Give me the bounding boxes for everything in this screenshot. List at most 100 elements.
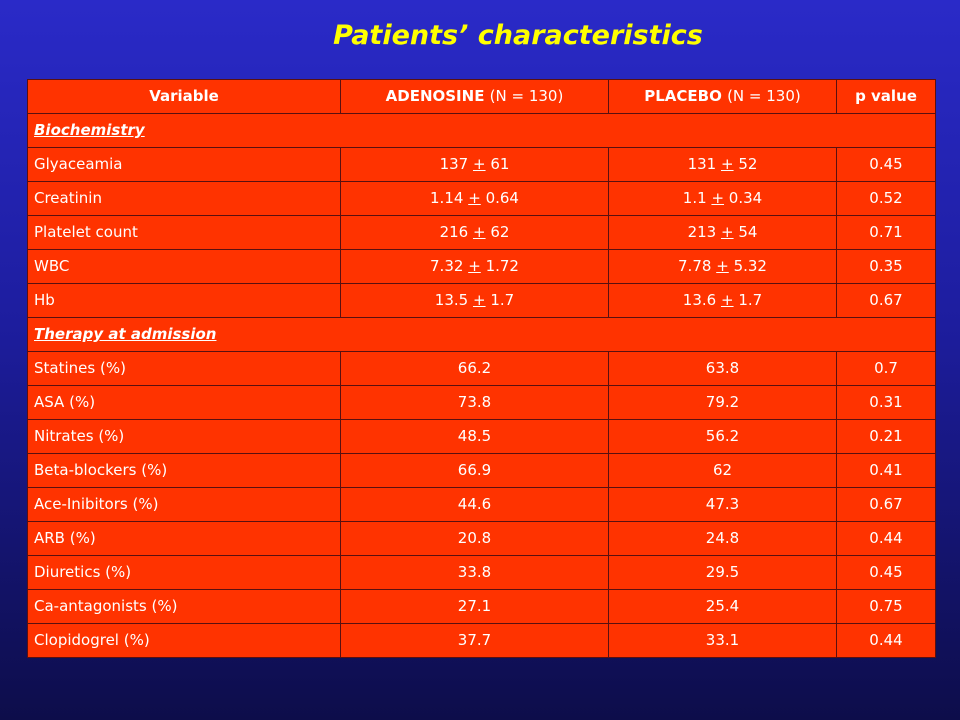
sd-value: 1.72: [485, 257, 519, 275]
table-row: Hb 13.5 + 1.7 13.6 + 1.7 0.67: [27, 283, 936, 318]
mean-value: 7.32: [430, 257, 464, 275]
table-row: Platelet count 216 + 62 213 + 54 0.71: [27, 215, 936, 250]
plus-minus-symbol: +: [711, 189, 725, 207]
variable-cell: Diuretics (%): [27, 555, 341, 590]
section-row-biochemistry: Biochemistry: [27, 113, 936, 148]
header-variable: Variable: [27, 79, 341, 114]
header-row: Variable ADENOSINE (N = 130) PLACEBO (N …: [27, 79, 936, 114]
section-title: Therapy at admission: [27, 317, 936, 352]
pvalue-cell: 0.67: [836, 283, 936, 318]
sd-value: 62: [490, 223, 510, 241]
mean-value: 13.6: [682, 291, 717, 309]
pvalue-cell: 0.35: [836, 249, 936, 284]
mean-value: 216: [439, 223, 469, 241]
table-row: Ace-Inibitors (%) 44.6 47.3 0.67: [27, 487, 936, 522]
pvalue-cell: 0.31: [836, 385, 936, 420]
adenosine-cell: 33.8: [340, 555, 609, 590]
pvalue-cell: 0.67: [836, 487, 936, 522]
placebo-cell: 56.2: [608, 419, 837, 454]
plus-minus-symbol: +: [472, 223, 486, 241]
plus-minus-symbol: +: [468, 257, 481, 275]
mean-value: 13.5: [434, 291, 469, 309]
pvalue-cell: 0.44: [836, 521, 936, 556]
variable-cell: WBC: [27, 249, 341, 284]
placebo-cell: 1.1 + 0.34: [608, 181, 837, 216]
adenosine-cell: 66.9: [340, 453, 609, 488]
pvalue-cell: 0.44: [836, 623, 936, 658]
variable-cell: Hb: [27, 283, 341, 318]
variable-cell: ASA (%): [27, 385, 341, 420]
section-title: Biochemistry: [27, 113, 936, 148]
adenosine-cell: 20.8: [340, 521, 609, 556]
placebo-cell: 213 + 54: [608, 215, 837, 250]
variable-cell: Glyaceamia: [27, 147, 341, 182]
plus-minus-symbol: +: [472, 291, 486, 309]
pvalue-cell: 0.41: [836, 453, 936, 488]
table-row: Statines (%) 66.2 63.8 0.7: [27, 351, 936, 386]
table-row: Diuretics (%) 33.8 29.5 0.45: [27, 555, 936, 590]
adenosine-cell: 37.7: [340, 623, 609, 658]
table-row: Clopidogrel (%) 37.7 33.1 0.44: [27, 623, 936, 658]
table-row: Nitrates (%) 48.5 56.2 0.21: [27, 419, 936, 454]
adenosine-cell: 13.5 + 1.7: [340, 283, 609, 318]
sd-value: 5.32: [733, 257, 767, 275]
adenosine-cell: 216 + 62: [340, 215, 609, 250]
plus-minus-symbol: +: [472, 155, 486, 173]
adenosine-cell: 1.14 + 0.64: [340, 181, 609, 216]
plus-minus-symbol: +: [720, 291, 734, 309]
variable-cell: Ca-antagonists (%): [27, 589, 341, 624]
mean-value: 131: [687, 155, 717, 173]
mean-value: 1.14: [430, 189, 464, 207]
section-row-therapy: Therapy at admission: [27, 317, 936, 352]
pvalue-cell: 0.21: [836, 419, 936, 454]
header-placebo: PLACEBO (N = 130): [608, 79, 837, 114]
variable-cell: Ace-Inibitors (%): [27, 487, 341, 522]
table-row: ARB (%) 20.8 24.8 0.44: [27, 521, 936, 556]
table-row: Ca-antagonists (%) 27.1 25.4 0.75: [27, 589, 936, 624]
placebo-cell: 79.2: [608, 385, 837, 420]
placebo-cell: 7.78 + 5.32: [608, 249, 837, 284]
sd-value: 52: [738, 155, 758, 173]
sd-value: 1.7: [738, 291, 763, 309]
adenosine-cell: 66.2: [340, 351, 609, 386]
pvalue-cell: 0.45: [836, 555, 936, 590]
table-row: Glyaceamia 137 + 61 131 + 52 0.45: [27, 147, 936, 182]
adenosine-cell: 44.6: [340, 487, 609, 522]
header-adenosine-n: (N = 130): [489, 87, 564, 105]
variable-cell: Nitrates (%): [27, 419, 341, 454]
pvalue-cell: 0.7: [836, 351, 936, 386]
plus-minus-symbol: +: [468, 189, 481, 207]
header-adenosine-name: ADENOSINE: [385, 87, 485, 105]
sd-value: 0.64: [485, 189, 519, 207]
variable-cell: Statines (%): [27, 351, 341, 386]
pvalue-cell: 0.71: [836, 215, 936, 250]
pvalue-cell: 0.52: [836, 181, 936, 216]
variable-cell: ARB (%): [27, 521, 341, 556]
placebo-cell: 47.3: [608, 487, 837, 522]
mean-value: 137: [439, 155, 469, 173]
pvalue-cell: 0.45: [836, 147, 936, 182]
variable-cell: Clopidogrel (%): [27, 623, 341, 658]
table-row: WBC 7.32 + 1.72 7.78 + 5.32 0.35: [27, 249, 936, 284]
placebo-cell: 29.5: [608, 555, 837, 590]
placebo-cell: 13.6 + 1.7: [608, 283, 837, 318]
mean-value: 1.1: [682, 189, 707, 207]
mean-value: 213: [687, 223, 717, 241]
header-placebo-name: PLACEBO: [644, 87, 722, 105]
plus-minus-symbol: +: [720, 223, 734, 241]
variable-cell: Platelet count: [27, 215, 341, 250]
adenosine-cell: 48.5: [340, 419, 609, 454]
sd-value: 61: [490, 155, 510, 173]
sd-value: 1.7: [490, 291, 515, 309]
table-row: Creatinin 1.14 + 0.64 1.1 + 0.34 0.52: [27, 181, 936, 216]
adenosine-cell: 7.32 + 1.72: [340, 249, 609, 284]
table-row: ASA (%) 73.8 79.2 0.31: [27, 385, 936, 420]
adenosine-cell: 27.1: [340, 589, 609, 624]
adenosine-cell: 73.8: [340, 385, 609, 420]
variable-cell: Creatinin: [27, 181, 341, 216]
slide-title: Patients’ characteristics: [333, 20, 703, 51]
variable-cell: Beta-blockers (%): [27, 453, 341, 488]
pvalue-cell: 0.75: [836, 589, 936, 624]
plus-minus-symbol: +: [720, 155, 734, 173]
plus-minus-symbol: +: [716, 257, 729, 275]
